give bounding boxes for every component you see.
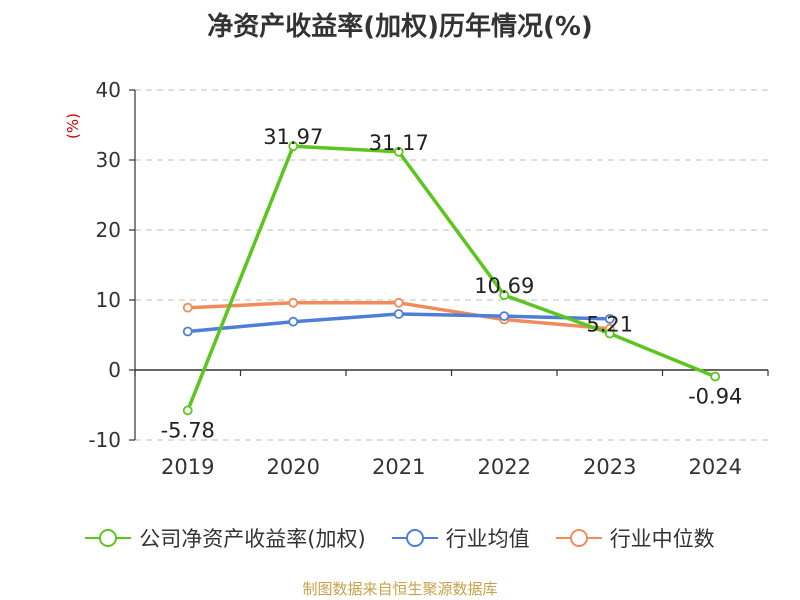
y-tick-label: 10 (96, 288, 121, 312)
data-point (499, 311, 510, 322)
y-tick-label: 0 (108, 358, 121, 382)
x-tick-label: 2023 (583, 455, 636, 479)
x-tick-label: 2019 (161, 455, 214, 479)
y-axis-label: (%) (64, 113, 82, 139)
legend-swatch-icon (391, 529, 438, 547)
data-point (182, 326, 193, 337)
data-point (393, 146, 404, 157)
legend-swatch-icon (555, 529, 602, 547)
data-point (182, 405, 193, 416)
data-label: 31.17 (369, 131, 429, 155)
legend: 公司净资产收益率(加权) 行业均值 行业中位数 (0, 520, 800, 556)
x-tick-label: 2022 (478, 455, 531, 479)
chart-title: 净资产收益率(加权)历年情况(%) (207, 12, 593, 42)
legend-swatch-circle (405, 529, 424, 547)
x-tick-label: 2020 (267, 455, 320, 479)
legend-item[interactable]: 公司净资产收益率(加权) (85, 523, 366, 553)
data-point (182, 302, 193, 313)
legend-item[interactable]: 行业中位数 (555, 523, 715, 553)
source-note: 制图数据来自恒生聚源数据库 (302, 580, 498, 598)
x-tick-label: 2024 (689, 455, 742, 479)
series (182, 141, 721, 416)
data-point (393, 297, 404, 308)
y-tick-label: 30 (96, 148, 121, 172)
data-label: -0.94 (688, 385, 742, 409)
legend-label: 行业均值 (445, 527, 530, 551)
axes: 40 30 20 10 0 -10 (%) 2019 2020 2021 2022 2023 2024 (64, 78, 769, 479)
data-point (288, 297, 299, 308)
legend-label: 行业中位数 (609, 527, 715, 551)
data-label: -5.78 (161, 418, 215, 442)
legend-swatch-circle (569, 529, 588, 547)
y-tick-label: -10 (88, 428, 121, 452)
data-point (288, 141, 299, 152)
data-point (499, 290, 510, 301)
series-line-0 (186, 144, 716, 412)
data-label: 10.69 (474, 274, 534, 298)
data-point (393, 309, 404, 319)
x-tick-label: 2021 (372, 455, 425, 479)
data-label: 31.97 (263, 125, 323, 149)
data-point (710, 371, 721, 382)
data-point (604, 328, 615, 339)
y-tick-label: 20 (96, 218, 121, 242)
legend-swatch-circle (99, 529, 118, 547)
y-tick-label: 40 (96, 78, 121, 102)
data-labels: -5.78 31.97 31.17 10.69 5.21 -0.94 (161, 125, 743, 442)
legend-swatch-icon (85, 529, 132, 547)
legend-label: 公司净资产收益率(加权) (139, 527, 366, 551)
legend-item[interactable]: 行业均值 (391, 523, 530, 553)
data-point (288, 316, 299, 327)
grid-lines (135, 89, 768, 441)
data-point (604, 313, 615, 324)
data-label: 5.21 (586, 313, 633, 337)
